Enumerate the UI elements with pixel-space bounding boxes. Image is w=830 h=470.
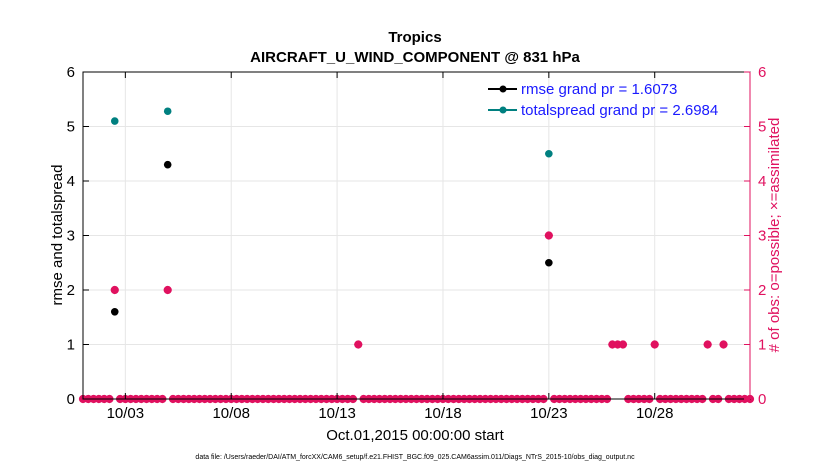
y-axis-label-left: rmse and totalspread	[49, 165, 66, 306]
y-tick-label-right: 5	[758, 119, 766, 136]
obs-assimilated-point	[608, 340, 617, 349]
axis-ticks: 10/03 10/08 10/13 10/18 10/23 10/28 0 0 1 1 2 2 3 3 4 4…	[67, 64, 767, 422]
rmse-point	[110, 308, 119, 316]
y-tick-label-left: 3	[67, 228, 75, 245]
rmse-point	[163, 160, 172, 169]
y-axis-label-right: # of obs: o=possible; ×=assimilated	[766, 118, 783, 353]
y-tick-label-left: 4	[67, 173, 75, 190]
x-tick-label: 10/13	[318, 405, 356, 422]
x-tick-label: 10/23	[530, 405, 568, 422]
totalspread-point	[163, 107, 172, 116]
y-tick-label-left: 0	[67, 391, 75, 408]
legend-totalspread-label: totalspread grand pr = 2.6984	[521, 102, 718, 119]
x-tick-label: 10/18	[424, 405, 462, 422]
y-tick-label-right: 2	[758, 282, 766, 299]
totalspread-point	[545, 149, 553, 158]
y-tick-label-right: 0	[758, 391, 766, 408]
y-tick-label-right: 1	[758, 337, 766, 354]
chart-subtitle: AIRCRAFT_U_WIND_COMPONENT @ 831 hPa	[250, 49, 580, 66]
y-tick-label-right: 6	[758, 64, 766, 81]
x-tick-label: 10/08	[212, 405, 250, 422]
y-tick-label-left: 1	[67, 337, 75, 354]
rmse-point	[545, 258, 553, 267]
y-tick-label-right: 3	[758, 228, 766, 245]
chart-title: Tropics	[388, 29, 441, 46]
obs-assimilated-point	[650, 340, 659, 349]
legend-rmse-marker	[499, 85, 507, 93]
x-axis-label: Oct.01,2015 00:00:00 start	[326, 427, 504, 444]
obs-assimilated-point	[544, 231, 554, 240]
y-tick-label-left: 5	[67, 119, 75, 136]
grid-lines	[83, 72, 750, 399]
legend-rmse-label: rmse grand pr = 1.6073	[521, 81, 677, 98]
obs-assimilated-point	[354, 340, 363, 349]
y-tick-label-right: 4	[758, 173, 766, 190]
totalspread-point	[110, 117, 119, 125]
obs-assimilated-point	[719, 340, 728, 349]
obs-assimilated-point	[618, 340, 628, 349]
legend-totalspread-marker	[499, 106, 507, 114]
x-tick-label: 10/03	[107, 405, 145, 422]
y-tick-label-left: 2	[67, 282, 75, 299]
obs-assimilated-point	[110, 285, 119, 295]
y-tick-label-left: 6	[67, 64, 75, 81]
obs-assimilated-point	[163, 285, 172, 295]
data-file-footer: data file: /Users/raeder/DAI/ATM_forcXX/…	[195, 454, 635, 461]
obs-assimilated-point	[703, 340, 712, 349]
legend: rmse grand pr = 1.6073 totalspread grand…	[488, 81, 718, 119]
x-tick-label: 10/28	[636, 405, 674, 422]
